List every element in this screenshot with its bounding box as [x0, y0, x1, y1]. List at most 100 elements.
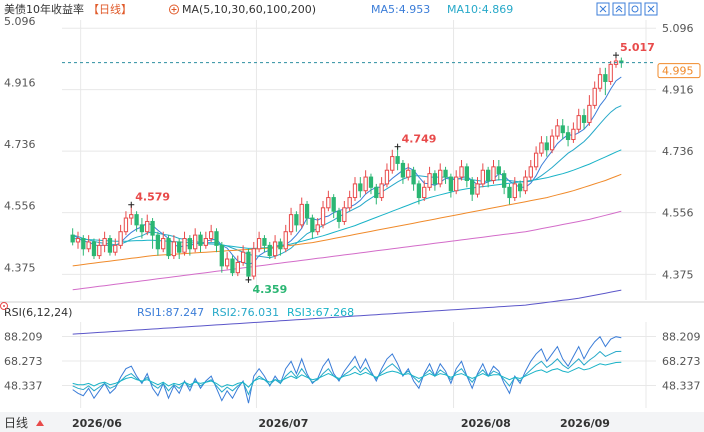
candle [560, 119, 565, 140]
candle [230, 255, 235, 277]
expand-icon[interactable] [612, 2, 626, 16]
candle [315, 218, 320, 236]
ma-line-ma200 [72, 289, 622, 335]
footer-period-label[interactable]: 日线 [4, 416, 28, 430]
period-selector[interactable]: 【日线】 [88, 2, 132, 16]
candle [198, 231, 203, 253]
candle [565, 125, 571, 147]
candle [139, 218, 145, 239]
candle [251, 241, 256, 280]
chart-title: 美债10年收益率 [4, 2, 84, 16]
candle [470, 177, 475, 201]
candle [193, 228, 198, 253]
candle [240, 245, 246, 266]
settings-icon[interactable] [628, 2, 642, 16]
date-tick-label: 2026/09 [560, 417, 610, 430]
candle [571, 122, 576, 143]
caret-up-icon[interactable] [36, 420, 44, 426]
rsi-tick-label-right: 88.209 [662, 330, 701, 343]
ma-legend-label: MA(5,10,30,60,100,200) [182, 3, 316, 16]
candle [299, 197, 304, 229]
date-tick-label: 2026/08 [461, 417, 511, 430]
candle [182, 231, 187, 256]
candle [288, 207, 294, 236]
candle [86, 235, 91, 253]
candle [155, 231, 161, 256]
date-tick-label: 2026/06 [72, 417, 122, 430]
candle [304, 200, 310, 225]
candle [336, 207, 342, 229]
candle [347, 190, 352, 212]
annotation-label: 4.749 [402, 133, 437, 146]
candle [400, 160, 406, 184]
circle-plus-icon[interactable] [169, 4, 179, 15]
candle [448, 173, 454, 198]
candle [214, 228, 219, 253]
rsi-tick-label-left: 48.337 [4, 379, 43, 392]
candle [278, 238, 283, 256]
last-price-tag [657, 63, 701, 79]
candle [91, 238, 97, 260]
candle [539, 136, 544, 157]
annotation-label: 4.579 [135, 191, 170, 204]
candle [459, 160, 464, 181]
candle [352, 177, 358, 201]
y-tick-label-right: 4.916 [662, 84, 694, 97]
rsi-tick-label-right: 48.337 [662, 379, 701, 392]
candle [161, 231, 166, 253]
candle [411, 166, 416, 191]
rsi-tick-label-right: 68.273 [662, 355, 701, 368]
footer-bar [0, 412, 704, 432]
date-tick-label: 2026/07 [258, 417, 308, 430]
candle [464, 163, 470, 188]
rsi-line-rsi3 [72, 361, 622, 388]
candle [454, 170, 459, 195]
last-price-value: 4.995 [662, 65, 694, 78]
candle [533, 146, 539, 171]
candle [294, 211, 299, 232]
candle [166, 235, 171, 260]
candle [608, 60, 613, 85]
candle [432, 170, 438, 191]
ma5-legend: MA5:4.953 [371, 3, 430, 16]
collapse-icon[interactable] [596, 2, 610, 16]
candle [368, 173, 374, 195]
rsi-line-rsi2 [72, 350, 622, 396]
candle [134, 211, 139, 232]
candle [491, 160, 496, 184]
candle [267, 241, 272, 260]
candle [326, 190, 331, 212]
candle [310, 214, 315, 239]
candle [145, 214, 150, 236]
rsi-tick-label-left: 68.273 [4, 355, 43, 368]
rsi1-legend: RSI1:87.247 [137, 306, 204, 319]
candle [406, 163, 411, 181]
y-tick-label-left: 5.096 [4, 15, 36, 28]
candle [177, 238, 182, 260]
target-icon[interactable] [0, 302, 8, 310]
candle [597, 67, 603, 92]
axis-ticks: 5.096 5.096 4.916 4.916 4.736 4.736 4.556 4.556… [4, 15, 701, 392]
rsi-line-rsi1 [72, 335, 622, 404]
y-tick-label-right: 4.736 [662, 145, 694, 158]
candle [331, 194, 336, 219]
candle [528, 160, 533, 181]
candle [581, 108, 587, 130]
y-tick-label-left: 4.736 [4, 138, 36, 151]
rsi3-legend: RSI3:67.268 [287, 306, 354, 319]
candle [480, 163, 485, 188]
candle [75, 231, 81, 249]
candle [422, 180, 427, 201]
candle [358, 177, 363, 198]
close-icon[interactable] [644, 2, 658, 16]
candle [262, 235, 267, 253]
candle [283, 224, 288, 253]
candle [113, 238, 118, 256]
annotation-label: 5.017 [620, 41, 655, 54]
candle [118, 224, 123, 249]
candle [224, 252, 230, 270]
annotations: 4.579 4.359 4.749 5.017 [128, 41, 655, 296]
